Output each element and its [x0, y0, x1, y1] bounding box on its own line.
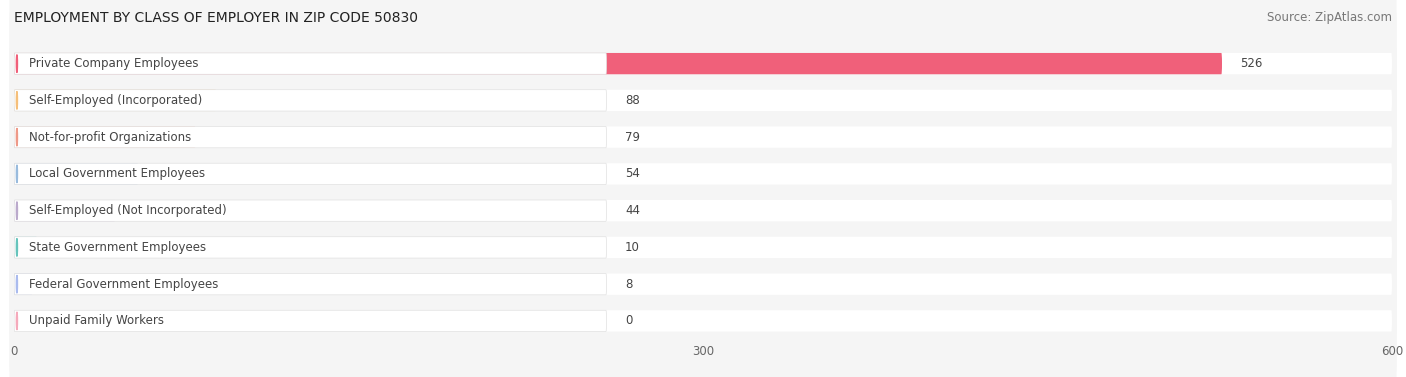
FancyBboxPatch shape [14, 310, 606, 332]
FancyBboxPatch shape [14, 163, 138, 185]
Text: 54: 54 [624, 167, 640, 180]
FancyBboxPatch shape [14, 90, 606, 111]
FancyBboxPatch shape [14, 90, 217, 111]
FancyBboxPatch shape [14, 237, 606, 258]
Text: Self-Employed (Incorporated): Self-Employed (Incorporated) [30, 94, 202, 107]
FancyBboxPatch shape [14, 163, 1392, 185]
Text: 0: 0 [624, 314, 633, 327]
FancyBboxPatch shape [14, 273, 606, 295]
Text: 88: 88 [624, 94, 640, 107]
FancyBboxPatch shape [14, 200, 606, 221]
Text: 526: 526 [1240, 57, 1263, 70]
FancyBboxPatch shape [10, 232, 1396, 377]
FancyBboxPatch shape [10, 122, 1396, 299]
Text: Federal Government Employees: Federal Government Employees [30, 278, 218, 291]
Text: Source: ZipAtlas.com: Source: ZipAtlas.com [1267, 11, 1392, 24]
FancyBboxPatch shape [14, 53, 606, 74]
FancyBboxPatch shape [14, 90, 1392, 111]
FancyBboxPatch shape [14, 163, 606, 185]
Text: Not-for-profit Organizations: Not-for-profit Organizations [30, 131, 191, 144]
FancyBboxPatch shape [14, 200, 1392, 221]
FancyBboxPatch shape [14, 310, 1392, 332]
FancyBboxPatch shape [14, 53, 1222, 74]
FancyBboxPatch shape [14, 273, 1392, 295]
FancyBboxPatch shape [10, 0, 1396, 152]
FancyBboxPatch shape [10, 12, 1396, 189]
Text: 79: 79 [624, 131, 640, 144]
Text: Unpaid Family Workers: Unpaid Family Workers [30, 314, 165, 327]
Text: EMPLOYMENT BY CLASS OF EMPLOYER IN ZIP CODE 50830: EMPLOYMENT BY CLASS OF EMPLOYER IN ZIP C… [14, 11, 418, 25]
FancyBboxPatch shape [14, 200, 115, 221]
Text: Local Government Employees: Local Government Employees [30, 167, 205, 180]
FancyBboxPatch shape [10, 159, 1396, 336]
Text: 8: 8 [624, 278, 633, 291]
FancyBboxPatch shape [14, 126, 1392, 148]
Text: Private Company Employees: Private Company Employees [30, 57, 198, 70]
FancyBboxPatch shape [14, 273, 32, 295]
Text: 44: 44 [624, 204, 640, 217]
FancyBboxPatch shape [14, 237, 1392, 258]
FancyBboxPatch shape [10, 85, 1396, 262]
FancyBboxPatch shape [10, 196, 1396, 373]
Text: 10: 10 [624, 241, 640, 254]
FancyBboxPatch shape [14, 126, 606, 148]
FancyBboxPatch shape [14, 237, 37, 258]
FancyBboxPatch shape [10, 49, 1396, 226]
Text: Self-Employed (Not Incorporated): Self-Employed (Not Incorporated) [30, 204, 226, 217]
Text: State Government Employees: State Government Employees [30, 241, 207, 254]
FancyBboxPatch shape [14, 126, 195, 148]
FancyBboxPatch shape [14, 53, 1392, 74]
